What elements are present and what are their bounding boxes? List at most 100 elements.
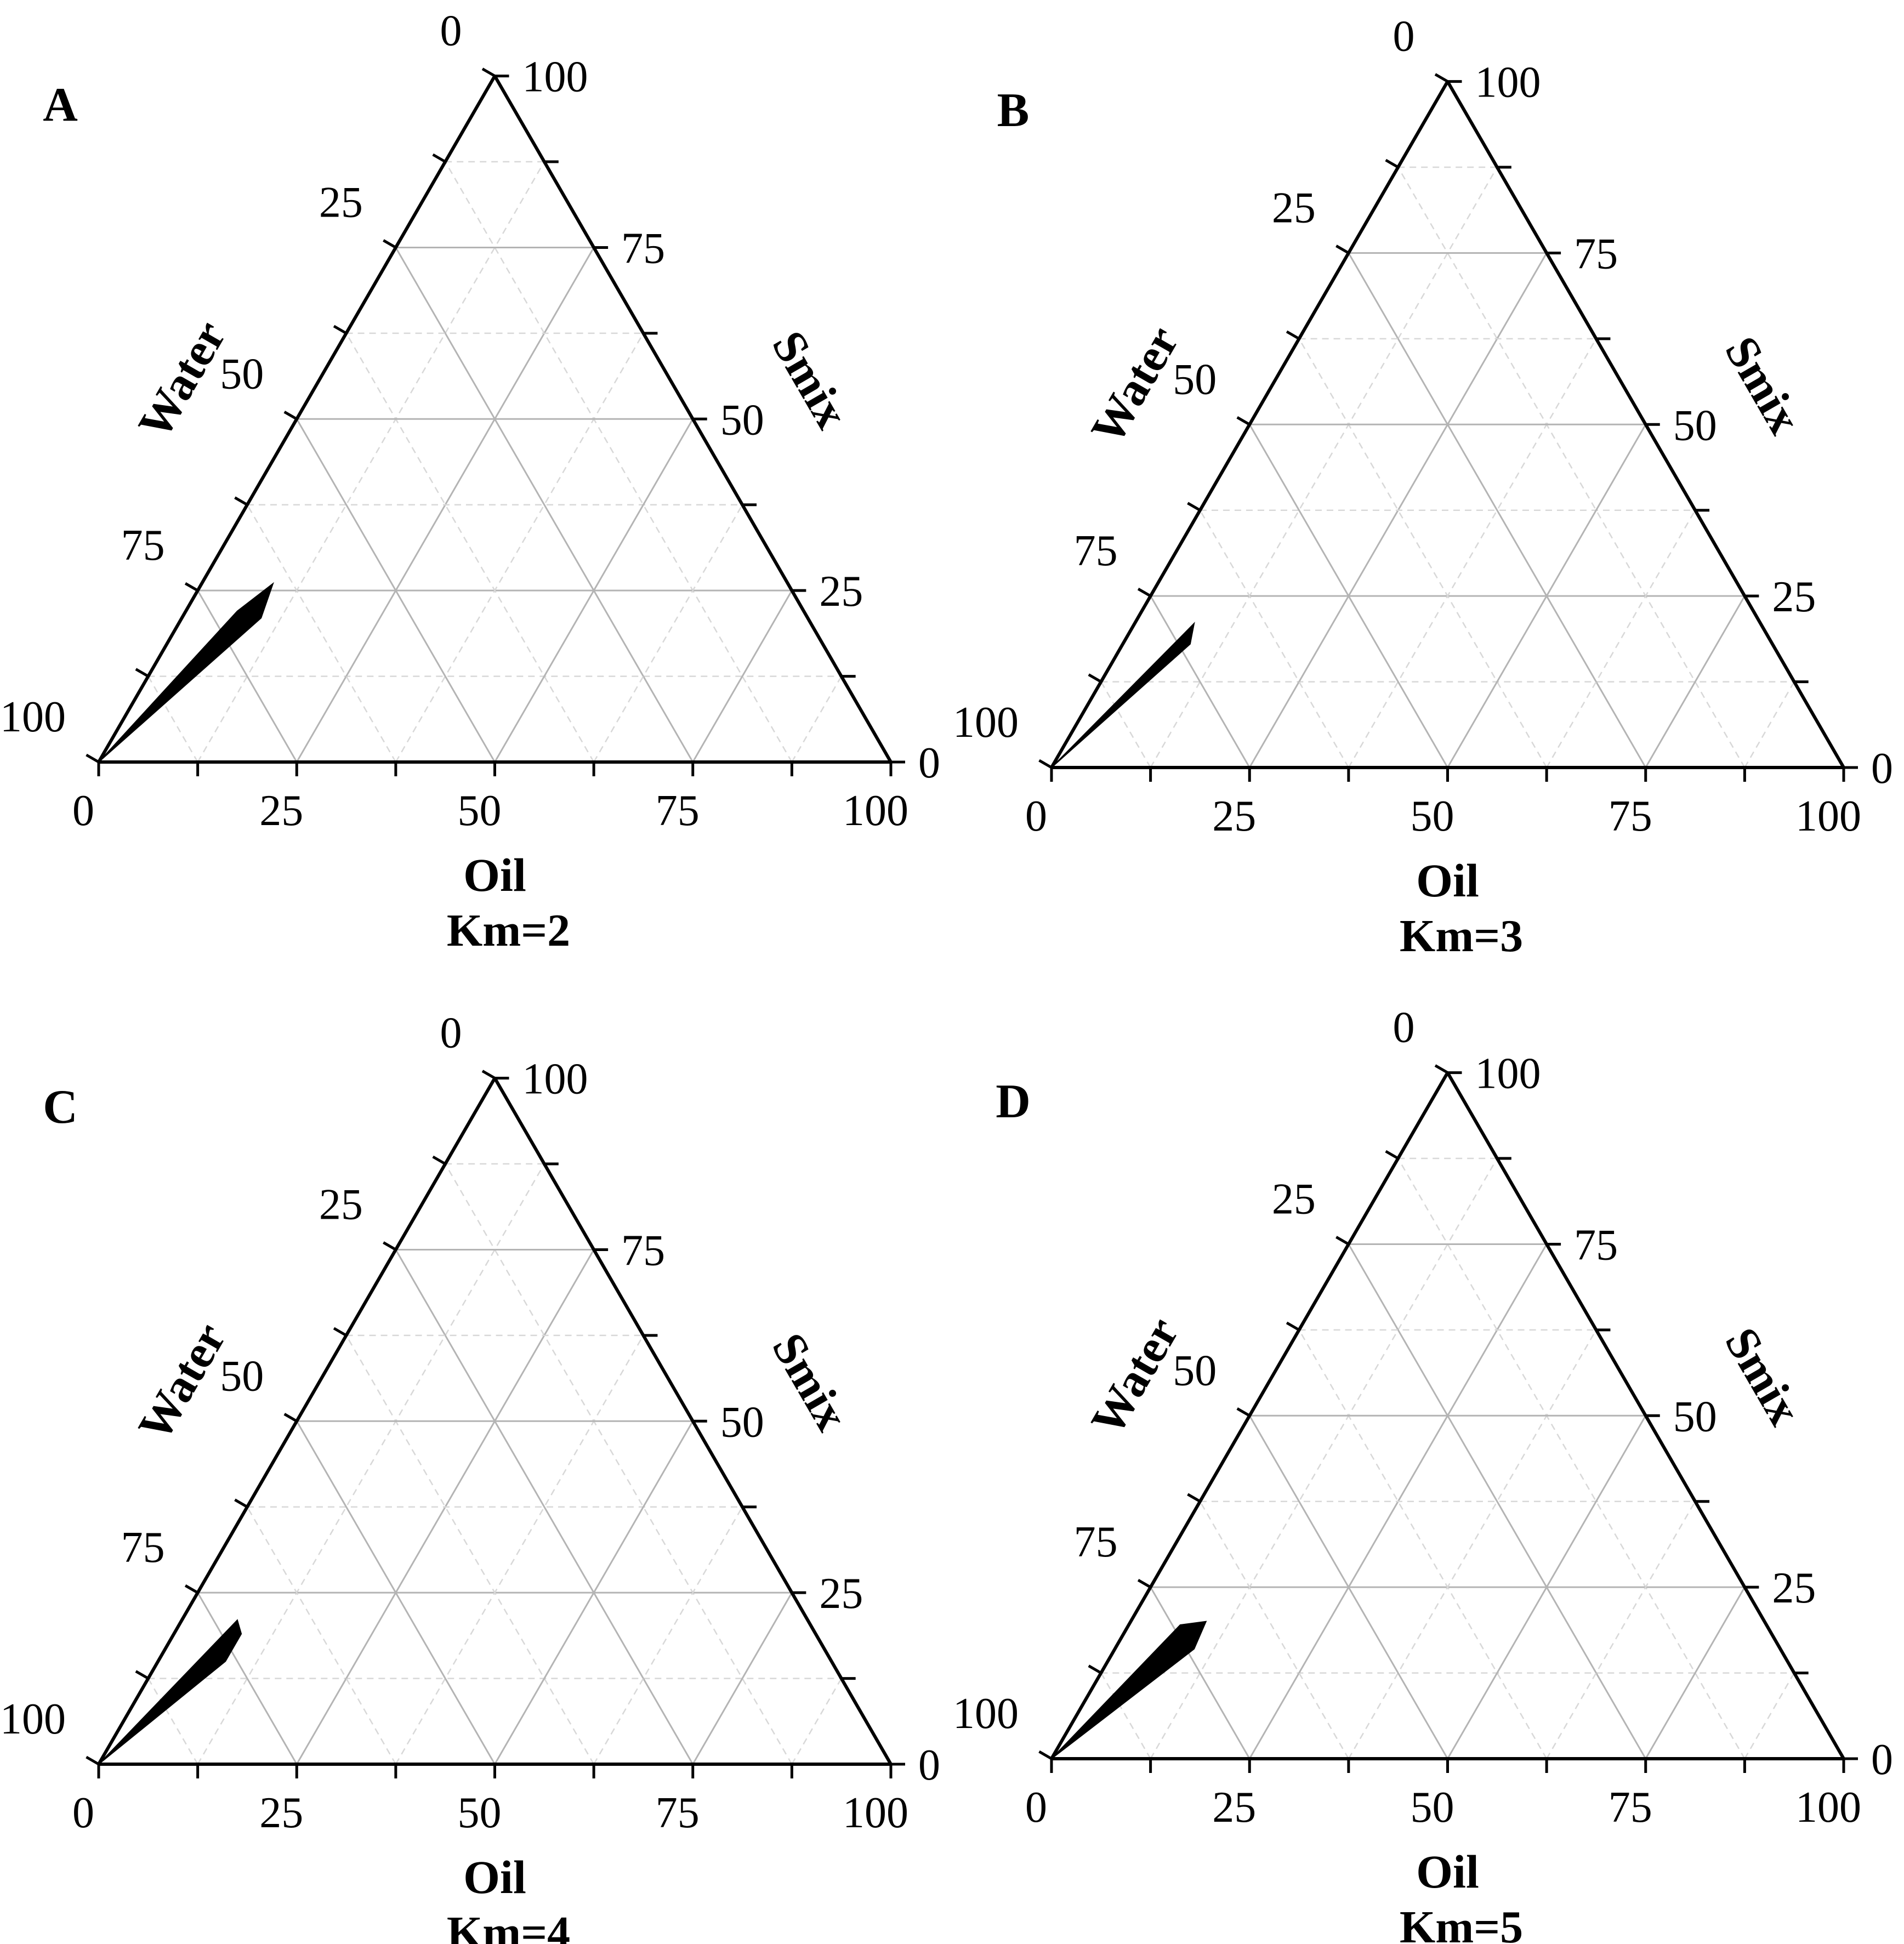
smix-tick-label: 50 — [1673, 1392, 1717, 1441]
grid-line-oil — [494, 1420, 694, 1765]
panel-label: A — [43, 78, 78, 132]
grid-line-oil — [593, 1507, 743, 1765]
water-tick — [1236, 1407, 1251, 1417]
water-tick — [432, 153, 446, 163]
grid-line-oil — [197, 1163, 545, 1765]
grid-line-water — [246, 504, 396, 763]
grid-line-oil — [791, 1678, 842, 1765]
grid-line-water — [1298, 338, 1548, 768]
water-tick — [481, 1070, 496, 1079]
oil-tick-label: 100 — [843, 787, 908, 835]
oil-tick-label: 25 — [259, 787, 303, 835]
grid-line-oil — [1645, 1587, 1746, 1759]
smix-axis-title: Smix — [762, 322, 859, 436]
water-tick — [383, 1241, 397, 1251]
oil-tick-label: 75 — [656, 1789, 700, 1837]
grid-line-water — [197, 590, 298, 763]
grid-line-oil — [791, 675, 842, 763]
km-caption: Km=3 — [1400, 911, 1523, 962]
oil-tick-label: 75 — [1609, 1783, 1652, 1832]
grid-line-oil — [395, 1335, 644, 1765]
water-tick — [283, 411, 298, 420]
water-tick — [234, 1498, 248, 1508]
grid-line-water — [147, 1678, 198, 1765]
grid-line-water — [1397, 1158, 1746, 1759]
water-tick-label: 100 — [0, 1695, 66, 1743]
water-tick-label: 25 — [319, 1180, 363, 1229]
grid-line-water — [1199, 510, 1349, 768]
grid-line-oil — [593, 504, 743, 763]
smix-tick-label: 75 — [1574, 230, 1618, 278]
grid-line-water — [246, 1507, 396, 1765]
oil-axis-title: Oil — [1416, 854, 1479, 907]
water-tick-label: 100 — [0, 693, 66, 741]
grid-line-oil — [692, 1592, 793, 1765]
water-tick — [1137, 1578, 1151, 1589]
grid-line-water — [445, 161, 793, 763]
grid-line-oil — [692, 590, 793, 763]
water-tick — [135, 668, 149, 678]
water-tick-label: 75 — [1074, 1518, 1118, 1566]
smix-tick-label: 100 — [1475, 1050, 1541, 1098]
water-tick — [1286, 330, 1300, 340]
water-tick — [1038, 759, 1053, 769]
grid-line-water — [1199, 1501, 1349, 1759]
oil-tick-label: 25 — [1212, 792, 1256, 840]
grid-line-water — [1298, 1329, 1548, 1759]
smix-tick-label: 50 — [720, 396, 764, 444]
water-tick — [1434, 73, 1448, 83]
panel-label: D — [996, 1075, 1031, 1128]
grid-line-water — [1150, 595, 1251, 768]
oil-tick-label: 0 — [1025, 1783, 1047, 1832]
water-tick — [1088, 1664, 1102, 1674]
water-tick-label: 50 — [220, 350, 264, 398]
grid-line-oil — [1744, 1672, 1795, 1759]
grid-line-water — [1348, 1243, 1647, 1759]
water-tick — [1236, 416, 1251, 426]
grid-line-water — [1348, 252, 1647, 768]
oil-tick-label: 0 — [72, 1789, 94, 1837]
smix-tick-label: 75 — [621, 224, 665, 272]
water-tick-label: 25 — [1272, 184, 1316, 232]
grid-line-water — [1100, 681, 1151, 768]
water-tick-label: 25 — [1272, 1175, 1316, 1223]
grid-line-oil — [197, 161, 545, 763]
smix-tick-label: 25 — [1772, 573, 1816, 621]
smix-axis-title: Smix — [1715, 1318, 1811, 1433]
grid-line-water — [1100, 1672, 1151, 1759]
smix-tick-label: 75 — [1574, 1221, 1618, 1269]
smix-tick-label: 50 — [1673, 401, 1717, 450]
grid-line-water — [345, 333, 595, 763]
water-tick — [333, 1327, 347, 1337]
water-tick-label: 25 — [319, 178, 363, 226]
water-tick — [1434, 1064, 1448, 1074]
water-tick-label: 0 — [1393, 1004, 1415, 1052]
water-tick — [1385, 1150, 1399, 1160]
microemulsion-region — [98, 582, 274, 763]
water-tick — [234, 496, 248, 506]
grid-line-water — [147, 675, 198, 763]
water-tick — [1038, 1750, 1053, 1760]
water-tick — [432, 1155, 446, 1166]
grid-line-water — [295, 1420, 496, 1765]
grid-line-oil — [395, 333, 644, 763]
smix-tick-label: 0 — [918, 1741, 940, 1789]
grid-line-oil — [1150, 1158, 1498, 1759]
oil-tick-label: 0 — [72, 787, 94, 835]
oil-tick-label: 75 — [1609, 792, 1652, 840]
water-tick-label: 0 — [440, 7, 462, 55]
smix-tick-label: 100 — [1475, 59, 1541, 107]
smix-axis-title: Smix — [762, 1324, 859, 1439]
grid-line-water — [1248, 424, 1448, 768]
smix-tick-label: 25 — [1772, 1564, 1816, 1612]
water-tick — [86, 753, 100, 764]
water-tick — [1385, 158, 1399, 169]
water-tick — [184, 582, 198, 592]
grid-line-oil — [1447, 1415, 1647, 1759]
water-tick — [333, 325, 347, 335]
grid-line-oil — [1348, 1329, 1597, 1759]
water-tick — [1335, 245, 1350, 254]
